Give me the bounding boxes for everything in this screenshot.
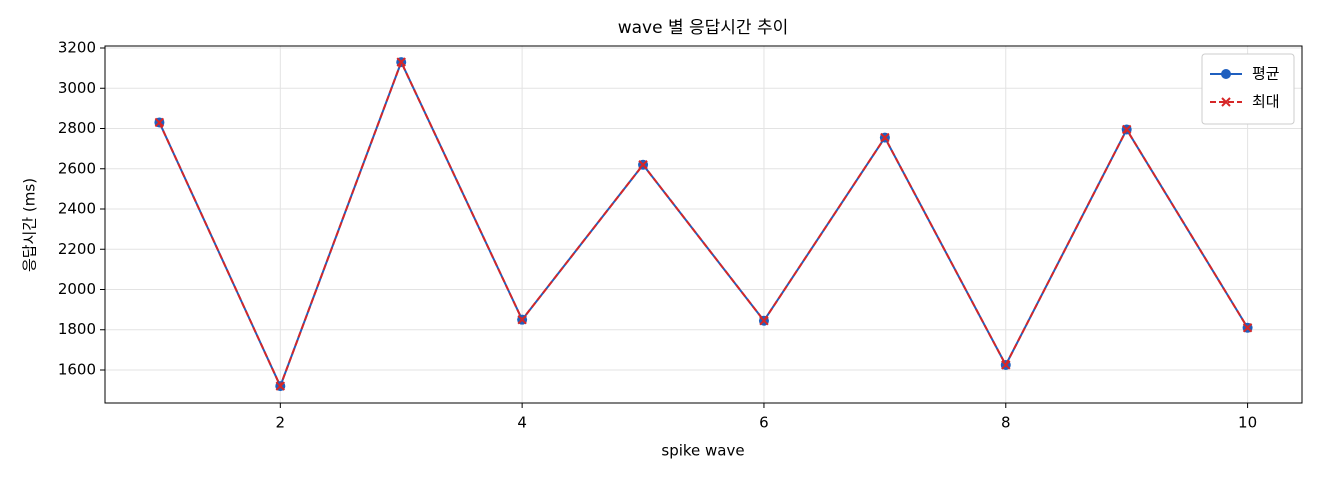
data-point — [396, 57, 406, 67]
marker-shape — [275, 381, 286, 391]
marker-shape — [759, 315, 769, 326]
y-axis-label: 응답시간 (ms) — [21, 178, 39, 272]
y-tick-label: 2600 — [58, 159, 96, 177]
x-tick-label: 4 — [517, 414, 527, 432]
y-tick-label: 2000 — [58, 280, 96, 298]
legend-label: 최대 — [1252, 93, 1280, 111]
y-tick-label: 2200 — [58, 240, 96, 258]
data-point — [759, 315, 769, 326]
legend-marker — [1221, 97, 1231, 107]
marker-shape — [1001, 360, 1011, 370]
x-tick-label: 2 — [276, 414, 286, 432]
legend-marker — [1221, 69, 1231, 79]
data-point — [880, 132, 890, 143]
data-point — [154, 117, 165, 128]
y-tick-label: 2400 — [58, 200, 96, 218]
series-line — [158, 59, 1249, 389]
data-point — [517, 314, 527, 325]
marker-shape — [1242, 323, 1253, 333]
data-point — [1121, 124, 1132, 135]
y-tick-label: 1800 — [58, 320, 96, 338]
y-tick-label: 3000 — [58, 79, 96, 97]
marker-shape — [1221, 97, 1231, 107]
marker-shape — [517, 314, 527, 325]
y-tick-label: 1600 — [58, 360, 96, 378]
x-tick-label: 8 — [1001, 414, 1011, 432]
data-point — [1001, 360, 1011, 370]
x-tick-label: 10 — [1238, 414, 1257, 432]
data-point — [275, 381, 286, 391]
y-tick-label: 2800 — [58, 119, 96, 137]
marker-shape — [638, 160, 648, 170]
chart-title: wave 별 응답시간 추이 — [618, 18, 789, 38]
y-tick-label: 3200 — [58, 39, 96, 57]
legend-label: 평균 — [1252, 65, 1280, 83]
legend-box — [1201, 53, 1295, 125]
x-axis-label: spike wave — [661, 442, 744, 460]
marker-shape — [154, 117, 165, 128]
marker-shape — [396, 57, 406, 67]
data-point — [1242, 323, 1253, 333]
x-tick-label: 6 — [759, 414, 769, 432]
marker-shape — [1121, 124, 1132, 135]
marker-shape — [880, 132, 890, 143]
plot-frame — [104, 45, 1303, 404]
data-point — [638, 160, 648, 170]
